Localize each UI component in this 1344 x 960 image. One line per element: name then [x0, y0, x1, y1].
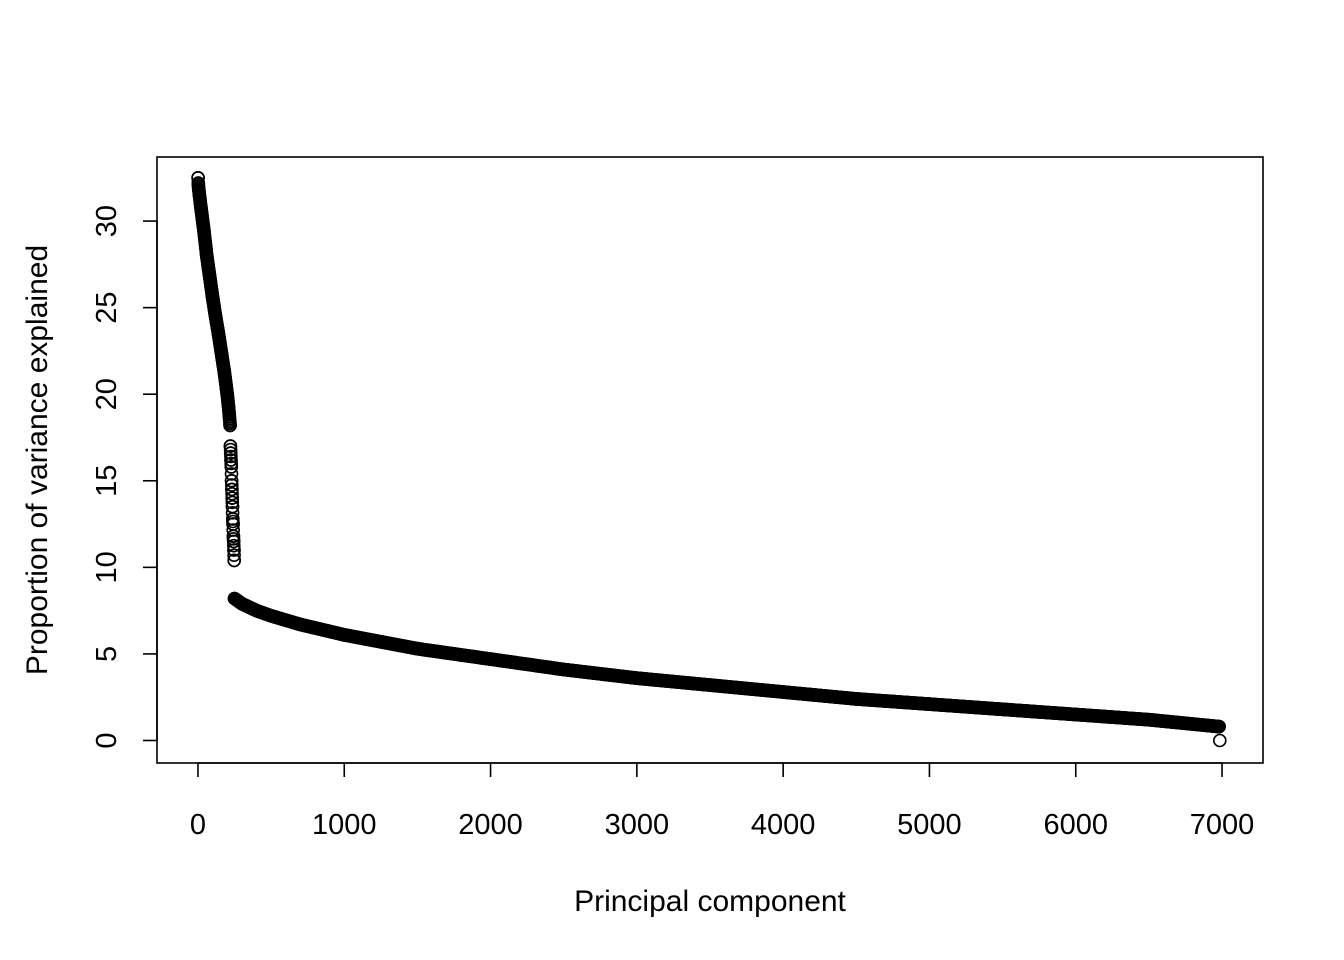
x-tick-label: 0 — [190, 809, 206, 841]
y-tick-label: 20 — [91, 378, 123, 410]
x-tick-label: 2000 — [458, 809, 523, 841]
data-point — [293, 617, 308, 632]
data-point — [202, 269, 217, 284]
data-point — [223, 418, 237, 433]
data-point — [197, 222, 211, 237]
data-point — [226, 534, 241, 549]
data-point — [227, 543, 241, 557]
data-point — [194, 200, 208, 214]
data-point — [1068, 707, 1083, 722]
data-point — [217, 364, 232, 379]
data-point — [227, 548, 241, 563]
y-axis-label: Proportion of variance explained — [21, 245, 54, 675]
data-point — [225, 491, 239, 505]
data-point — [1213, 733, 1227, 748]
data-point — [227, 553, 241, 568]
y-tick-label: 30 — [91, 205, 123, 237]
data-point — [224, 460, 239, 474]
x-tick-label: 3000 — [605, 809, 670, 841]
data-point — [264, 608, 278, 623]
x-tick-label: 5000 — [897, 809, 962, 841]
data-point — [995, 702, 1010, 717]
data-point — [205, 290, 220, 305]
data-point — [214, 345, 229, 360]
data-point — [227, 538, 241, 553]
data-point — [199, 248, 214, 263]
data-point — [226, 529, 241, 544]
data-point — [223, 439, 238, 453]
x-axis-label: Principal component — [574, 885, 846, 918]
y-tick-label: 15 — [91, 465, 123, 497]
data-point — [630, 671, 644, 686]
data-point — [776, 685, 790, 699]
data-point — [220, 387, 234, 402]
data-point — [235, 596, 249, 611]
data-point — [483, 652, 498, 666]
data-point — [225, 482, 239, 497]
x-tick-label: 4000 — [751, 809, 816, 841]
x-tick-label: 1000 — [312, 809, 377, 841]
data-point — [849, 692, 864, 706]
y-tick-label: 5 — [91, 646, 123, 662]
data-point — [226, 512, 240, 526]
x-tick-label: 7000 — [1190, 809, 1255, 841]
data-point — [556, 662, 571, 677]
data-point — [249, 603, 264, 618]
data-point — [211, 326, 226, 341]
data-point — [208, 309, 223, 324]
data-point — [922, 697, 937, 711]
data-point — [337, 628, 352, 642]
y-tick-label: 0 — [91, 732, 123, 748]
data-point — [191, 181, 206, 195]
data-point — [1212, 719, 1226, 734]
y-tick-label: 10 — [91, 551, 123, 583]
data-point — [224, 473, 239, 488]
data-point — [410, 641, 425, 656]
data-point — [223, 446, 238, 460]
data-point — [191, 171, 205, 185]
x-tick-label: 6000 — [1043, 809, 1108, 841]
data-point — [225, 495, 240, 510]
data-point — [1142, 712, 1156, 727]
y-tick-label: 25 — [91, 292, 123, 324]
y-axis: 0 5 10 15 20 25 30 — [91, 205, 158, 749]
data-point — [703, 678, 717, 692]
data-point — [224, 453, 238, 467]
x-axis: 0 1000 2000 3000 4000 5000 6000 7000 — [190, 762, 1255, 841]
data-point — [221, 401, 236, 415]
plot-frame — [156, 156, 1264, 764]
data-point — [225, 486, 239, 501]
data-point — [225, 478, 239, 492]
data-points — [191, 171, 1227, 748]
